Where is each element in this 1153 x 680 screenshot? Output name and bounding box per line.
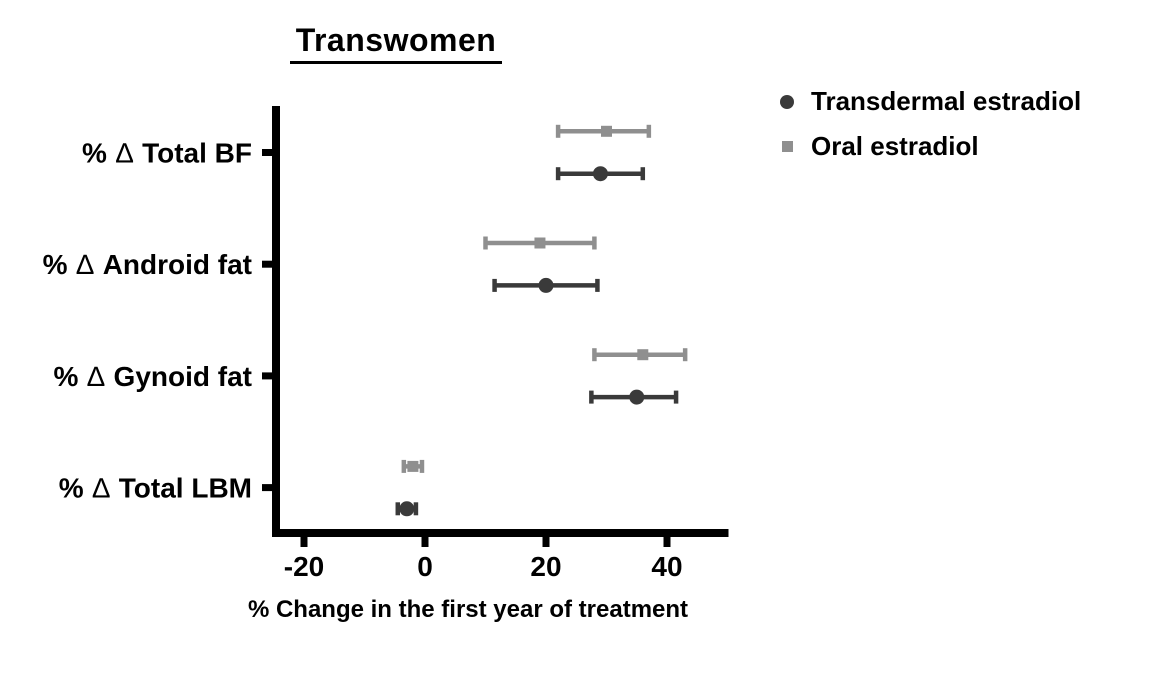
y-axis-tick (262, 149, 272, 156)
x-axis-tick (421, 537, 429, 547)
x-tick-label: 40 (651, 551, 682, 582)
circle-icon (780, 94, 794, 109)
x-axis-line (272, 529, 729, 537)
marker-square (407, 460, 419, 472)
marker-circle (399, 501, 415, 517)
marker-square (637, 349, 649, 361)
chart-title: Transwomen (289, 22, 503, 64)
legend-item-oral: Oral estradiol (780, 131, 1081, 162)
x-tick-label: 0 (417, 551, 433, 582)
x-axis-title: % Change in the first year of treatment (247, 596, 689, 623)
legend-label-transdermal: Transdermal estradiol (811, 86, 1082, 116)
marker-circle (592, 166, 608, 182)
marker-circle (629, 389, 645, 405)
legend-item-transdermal: Transdermal estradiol (780, 86, 1081, 117)
chart-title-wrap: Transwomen (0, 22, 792, 64)
y-axis-tick (262, 260, 272, 268)
square-icon (781, 141, 793, 153)
x-tick-label: 20 (530, 551, 561, 582)
category-label: % ∆ Gynoid fat (54, 361, 253, 392)
x-axis-tick (542, 537, 550, 547)
category-label: % ∆ Total LBM (59, 473, 252, 504)
x-axis-tick (300, 537, 308, 547)
category-label: % ∆ Total BF (82, 138, 252, 169)
legend: Transdermal estradiol Oral estradiol (780, 86, 1081, 162)
y-axis-tick (262, 372, 272, 380)
category-label: % ∆ Android fat (43, 249, 252, 280)
marker-circle (538, 277, 554, 293)
marker-square (534, 237, 546, 249)
x-tick-label: -20 (284, 551, 324, 582)
y-axis-line (272, 106, 280, 537)
y-axis-tick (262, 484, 272, 492)
marker-square (601, 125, 612, 137)
x-axis-tick (663, 537, 671, 547)
legend-label-oral: Oral estradiol (811, 131, 979, 162)
